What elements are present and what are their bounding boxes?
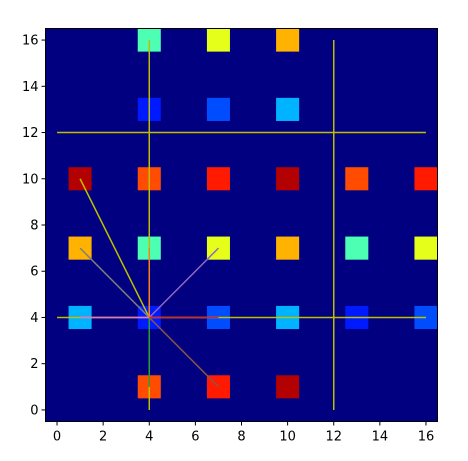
line-segment xyxy=(79,178,150,318)
heatmap-cell xyxy=(206,97,230,121)
heatmap-cell xyxy=(345,167,369,191)
axes-background xyxy=(45,28,438,422)
plot-area xyxy=(45,28,438,422)
x-tick-label: 10 xyxy=(279,430,296,445)
heatmap-cell xyxy=(414,167,438,191)
heatmap-cell xyxy=(206,28,230,52)
x-tick-label: 6 xyxy=(191,430,199,445)
y-tick-label: 8 xyxy=(30,219,38,234)
y-tick-label: 14 xyxy=(22,80,39,95)
heatmap-cell xyxy=(276,97,300,121)
y-tick-label: 0 xyxy=(30,403,38,418)
heatmap-cell xyxy=(276,375,300,399)
heatmap-cell xyxy=(414,236,438,260)
x-tick-label: 0 xyxy=(53,430,61,445)
line-segment xyxy=(148,247,219,319)
heatmap-cell xyxy=(276,167,300,191)
x-tick-label: 14 xyxy=(372,430,389,445)
line-segment xyxy=(148,316,219,388)
x-tick-label: 8 xyxy=(237,430,245,445)
lines-layer xyxy=(57,40,426,410)
x-tick-label: 16 xyxy=(418,430,435,445)
y-tick-label: 4 xyxy=(30,311,38,326)
line-segment xyxy=(79,247,150,319)
y-tick-label: 2 xyxy=(30,357,38,372)
heatmap-cell xyxy=(345,236,369,260)
y-tick-label: 12 xyxy=(22,126,39,141)
x-axis: 0 2 4 6 8 10 12 14 16 xyxy=(53,421,435,445)
x-tick-label: 12 xyxy=(325,430,342,445)
heatmap-cell xyxy=(276,236,300,260)
x-tick-label: 4 xyxy=(145,430,153,445)
heatmap-cell xyxy=(276,28,300,52)
y-axis: 0 2 4 6 8 10 12 14 16 xyxy=(22,34,46,418)
y-tick-label: 16 xyxy=(22,34,39,49)
x-tick-label: 2 xyxy=(99,430,107,445)
heatmap-cell xyxy=(206,167,230,191)
y-tick-label: 10 xyxy=(22,172,39,187)
y-tick-label: 6 xyxy=(30,265,38,280)
